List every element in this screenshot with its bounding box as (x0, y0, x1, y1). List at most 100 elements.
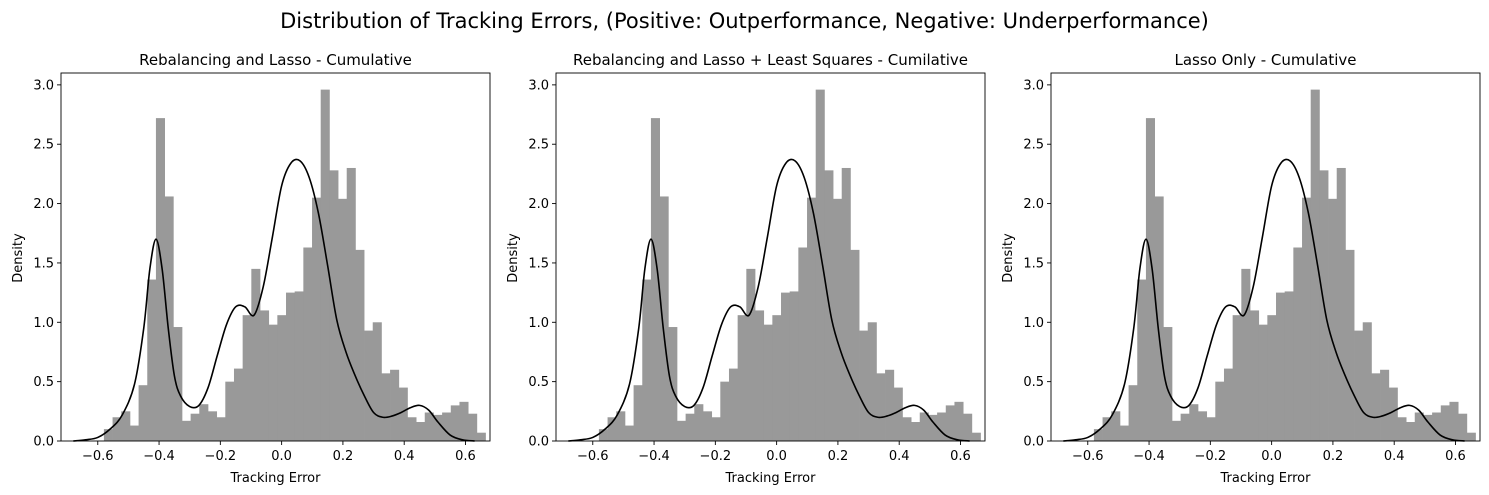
histogram-bar (833, 198, 843, 441)
y-tick-label: 0.5 (33, 375, 54, 390)
histogram-bar (1345, 249, 1355, 441)
histogram-bar (763, 324, 773, 441)
histogram-bar (1102, 417, 1112, 441)
x-tick-label: 0.4 (889, 449, 910, 464)
histogram-bar (754, 310, 765, 441)
histogram-bar (1154, 196, 1164, 441)
histogram-bar (112, 417, 122, 441)
y-tick-label: 2.0 (1023, 197, 1044, 212)
histogram-bar (1137, 279, 1147, 441)
histogram-bar (129, 425, 139, 441)
y-tick-label: 1.5 (1023, 256, 1044, 271)
histogram-bar (616, 411, 626, 441)
histogram-bars (598, 89, 981, 442)
histogram-bar (798, 247, 808, 441)
y-axis-label: Density (1001, 233, 1016, 283)
x-tick-label: 0.4 (1384, 449, 1405, 464)
histogram-bar (390, 369, 400, 441)
subplot-rebalancing-lasso-least-squares: Rebalancing and Lasso + Least Squares - … (506, 51, 986, 486)
y-tick-label: 0.5 (528, 375, 549, 390)
histogram-bar (728, 368, 739, 441)
histogram-bars (103, 89, 486, 442)
histogram-bar (668, 327, 678, 441)
x-tick-label: −0.4 (638, 449, 670, 464)
y-tick-label: 3.0 (528, 78, 549, 93)
x-tick-label: 0.2 (1323, 449, 1344, 464)
histogram-bar (607, 417, 617, 441)
x-tick-label: −0.2 (700, 449, 732, 464)
axes-frame (1050, 72, 1481, 442)
x-tick-label: −0.6 (1072, 449, 1104, 464)
histogram-bar (173, 327, 183, 441)
x-tick-label: −0.6 (577, 449, 609, 464)
histogram-bar (642, 279, 652, 441)
histogram-bar (1310, 89, 1320, 442)
histogram-bar (286, 292, 296, 441)
histogram-bar (1119, 425, 1129, 441)
histogram-bar (1163, 327, 1173, 441)
axes-frame (555, 72, 986, 442)
y-axis-label: Density (11, 233, 26, 283)
histogram-bar (737, 315, 747, 441)
histogram-bar (720, 381, 730, 441)
x-tick-label: 0.0 (271, 449, 292, 464)
histogram-bar (1458, 413, 1468, 441)
histogram-bar (1328, 198, 1338, 441)
histogram-bar (841, 167, 851, 441)
histogram-bar (876, 373, 886, 441)
histogram-bar (242, 315, 252, 441)
histogram-bar (303, 247, 313, 441)
figure-suptitle: Distribution of Tracking Errors, (Positi… (280, 9, 1209, 33)
y-tick-label: 3.0 (33, 78, 54, 93)
histogram-bar (1171, 420, 1182, 441)
histogram-bar (971, 432, 981, 441)
histogram-bar (103, 429, 113, 441)
histogram-bar (1249, 310, 1260, 441)
histogram-bar (650, 118, 660, 442)
x-tick-label: 0.2 (828, 449, 849, 464)
histogram-bar (1388, 387, 1398, 441)
histogram-bar (1406, 422, 1416, 441)
histogram-bar (781, 292, 791, 441)
y-tick-label: 1.0 (528, 316, 549, 331)
histogram-bar (850, 249, 860, 441)
histogram-bar (1189, 404, 1199, 441)
histogram-bar (312, 197, 322, 441)
subplot-title: Rebalancing and Lasso - Cumulative (139, 51, 412, 69)
y-tick-label: 2.5 (33, 138, 54, 153)
histogram-bar (867, 322, 877, 441)
histogram-bar (1276, 292, 1286, 441)
histogram-bar (711, 417, 721, 441)
histogram-bar (1354, 330, 1364, 441)
x-tick-label: 0.6 (1445, 449, 1466, 464)
histogram-bar (694, 404, 704, 441)
x-tick-label: −0.2 (205, 449, 237, 464)
histogram-bar (945, 405, 955, 441)
histogram-bar (1293, 247, 1303, 441)
subplot-rebalancing-lasso: Rebalancing and Lasso - Cumulative Track… (11, 51, 491, 486)
histogram-bar (902, 417, 912, 441)
axes-frame (60, 72, 491, 442)
y-tick-label: 0.5 (1023, 375, 1044, 390)
histogram-bar (772, 315, 782, 441)
subplot-lasso-only: Lasso Only - Cumulative Tracking Error D… (1001, 51, 1481, 486)
histogram-bar (1397, 417, 1407, 441)
histogram-bar (381, 373, 391, 441)
histogram-bar (928, 414, 938, 441)
histogram-bar (893, 387, 903, 441)
histogram-bar (685, 413, 695, 441)
histogram-bar (433, 414, 443, 441)
histogram-bar (1223, 368, 1234, 441)
histogram-bar (355, 249, 365, 441)
histogram-bar (207, 411, 218, 441)
histogram-bar (1371, 373, 1381, 441)
subplot-title: Lasso Only - Cumulative (1174, 51, 1356, 69)
histogram-bar (1232, 315, 1242, 441)
histogram-bar (963, 413, 973, 441)
histogram-bar (225, 381, 235, 441)
x-tick-label: 0.0 (1261, 449, 1282, 464)
histogram-bar (789, 291, 799, 441)
histogram-bar (364, 330, 374, 441)
histogram-bar (416, 422, 426, 441)
